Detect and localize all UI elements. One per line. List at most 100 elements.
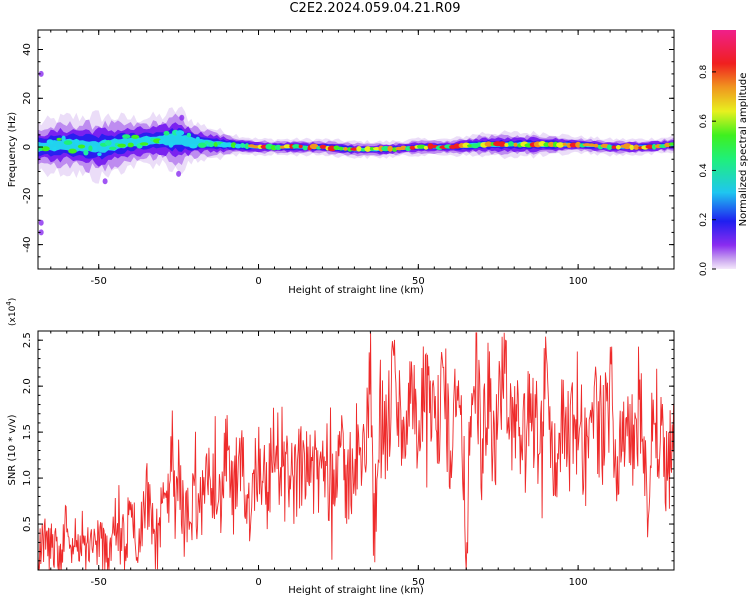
y-tick-label: 0 (22, 144, 33, 150)
spectrogram-peak (498, 141, 506, 147)
spectrogram-frame (37, 29, 675, 270)
spectrogram-outlier (38, 219, 44, 226)
spectrogram-peak (63, 140, 73, 145)
spectrogram-peak (104, 140, 112, 146)
y-tick-label: 40 (22, 43, 33, 56)
spectrogram-peak (556, 142, 565, 148)
spectrogram-band-layer-3 (38, 128, 674, 160)
y-tick-label: 2.5 (22, 332, 33, 348)
y-tick-label: -40 (22, 236, 33, 252)
spectrogram-peak (633, 144, 640, 150)
y-tick-label: 1.5 (22, 424, 33, 440)
spectrogram-peak (226, 142, 232, 146)
spectrogram-peak (319, 144, 327, 149)
spectrogram-peak (283, 144, 291, 149)
spectrogram-peak (144, 136, 153, 143)
spectrogram-peak (92, 145, 97, 151)
spectrogram-peak (168, 141, 174, 148)
spectrogram-peak (423, 145, 429, 150)
spectrogram-peak (208, 141, 215, 148)
colorbar-label: Normalized spectral amplitude (738, 73, 749, 227)
x-tick-label: 100 (569, 577, 588, 588)
spectrogram-peak (189, 143, 198, 149)
y-tick-label: -20 (22, 188, 33, 204)
figure-title: C2E2.2024.059.04.21.R09 (289, 1, 461, 16)
spectrogram-peak (409, 145, 416, 150)
spectrogram-peak (593, 143, 599, 148)
spectrogram-x-axis-label: Height of straight line (km) (288, 285, 424, 296)
spectrogram-peak (158, 139, 166, 144)
spectrogram-peak (298, 144, 303, 149)
spectrogram-band-layer-1 (38, 113, 674, 174)
spectrogram-peak (606, 144, 613, 150)
colorbar-tick-label: 0.4 (699, 163, 709, 178)
spectrogram-peak (309, 143, 319, 150)
x-tick-label: 0 (255, 577, 261, 588)
spectrogram-outlier (38, 229, 44, 236)
spectrogram-outlier (176, 170, 182, 177)
spectrogram-peak (77, 144, 86, 149)
spectrogram-peak (139, 142, 149, 146)
x-tick-label: 100 (569, 276, 588, 287)
colorbar-tick-label: 0.8 (699, 64, 709, 79)
spectrogram-peak (244, 143, 250, 150)
spectrogram-peak (41, 146, 50, 152)
spectrogram-peak (292, 144, 301, 149)
spectrogram-peak (629, 144, 635, 151)
spectrogram-peak (195, 136, 200, 142)
spectrogram-peak (74, 139, 80, 146)
spectrogram-peak (611, 145, 617, 149)
spectrogram-peak (127, 142, 134, 148)
spectrogram-peak (163, 130, 170, 136)
spectrogram-peak (186, 132, 192, 138)
spectrogram-peak (302, 145, 308, 151)
colorbar-tick-label: 0.0 (699, 262, 709, 277)
spectrogram-peak (417, 144, 426, 149)
spectrogram-peak (68, 148, 77, 154)
spectrogram-outlier (179, 114, 185, 121)
spectrogram-peak (122, 134, 131, 139)
spectrogram-peak (56, 137, 62, 141)
spectrogram-peak (197, 142, 207, 148)
spectrogram-peak (175, 130, 185, 136)
spectrogram-peak (97, 152, 102, 156)
spectrogram-peak (405, 146, 412, 152)
y-tick-label: 20 (22, 92, 33, 105)
spectrogram-peak (615, 145, 621, 150)
spectrogram-peak (46, 139, 54, 145)
spectrogram-peak (83, 149, 89, 156)
spectrogram-outlier (38, 70, 44, 77)
x-tick-label: -50 (91, 276, 107, 287)
spectrogram-panel: -50 0 50 100 -40 -20 0 20 40 Height of straight … (7, 29, 675, 296)
snr-y-axis-label: SNR (10 * v/v) (7, 414, 18, 485)
spectrogram-peak (547, 141, 555, 147)
y-tick-label: 0.5 (22, 516, 33, 532)
spectrogram-peak (508, 141, 514, 147)
spectrogram-peak (343, 147, 348, 151)
spectrogram-peak (364, 146, 372, 152)
spectrogram-peak (182, 136, 187, 140)
colorbar-tick-label: 0.2 (699, 213, 709, 227)
spectrogram-peak (61, 135, 66, 142)
x-tick-label: -50 (91, 577, 107, 588)
spectrogram-peak (387, 145, 394, 152)
spectrogram-peak (230, 142, 237, 149)
y-tick-label: 1.0 (22, 470, 33, 486)
x-tick-label: 50 (412, 577, 425, 588)
spectrogram-peak (356, 146, 362, 152)
spectrogram-peak (274, 144, 282, 151)
spectrogram-peak (645, 144, 654, 149)
snr-y-multiplier: (x104) (5, 298, 18, 326)
snr-panel: -50 0 50 100 0.5 1.0 1.5 2.0 2.5 Height of strai… (5, 298, 675, 596)
x-tick-label: 50 (412, 276, 425, 287)
spectrogram-peak (117, 143, 126, 148)
spectrogram-peak (88, 145, 93, 152)
spectrogram-peak (587, 143, 596, 147)
spectrogram-peak (240, 143, 245, 148)
spectrogram-peak (504, 142, 509, 147)
spectrogram-peak (234, 143, 242, 149)
spectrogram-peak (484, 141, 493, 147)
spectrogram-peak (109, 146, 117, 150)
snr-x-axis-label: Height of straight line (km) (288, 585, 424, 596)
